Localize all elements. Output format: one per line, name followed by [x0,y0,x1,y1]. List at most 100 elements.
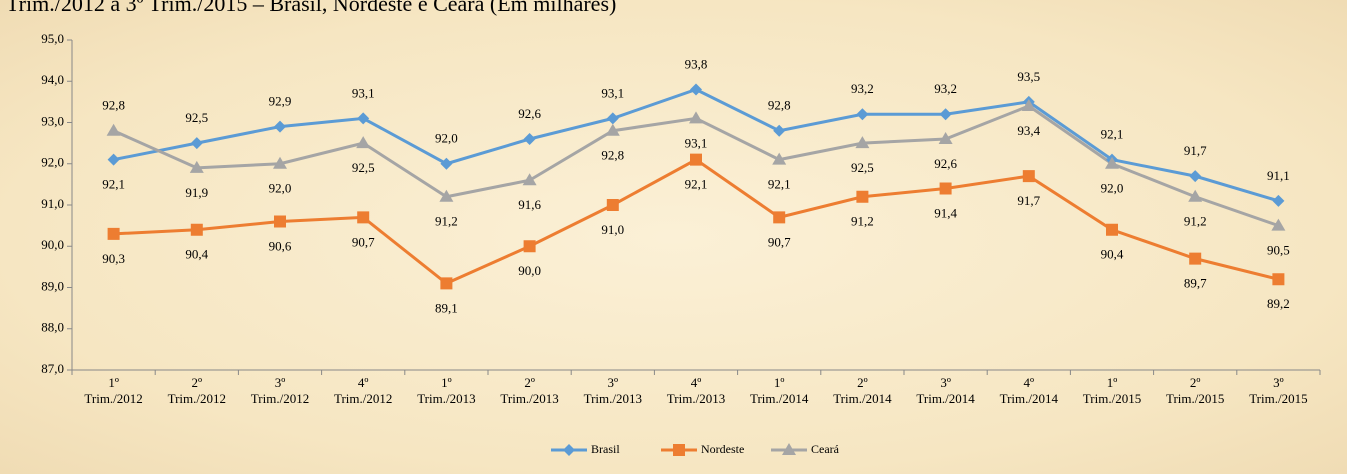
marker [605,123,620,136]
marker [606,112,619,125]
marker [107,227,120,240]
marker [690,83,702,96]
marker [357,211,370,224]
data-label: 91,0 [601,222,624,237]
data-label: 92,6 [518,106,541,121]
marker [523,133,536,145]
marker [107,153,120,166]
marker [673,444,685,456]
x-tick-label: Trim./2013 [500,391,558,406]
x-tick-label: 1º [1107,375,1118,390]
x-tick-label: 3º [275,375,286,390]
marker [1188,189,1203,202]
marker [939,108,952,121]
data-label: 92,0 [435,131,458,146]
data-label: 91,6 [518,197,541,212]
marker [689,111,703,124]
y-tick-label: 88,0 [41,320,64,335]
data-label: 91,9 [185,185,208,200]
x-tick-label: 4º [1024,375,1035,390]
marker [522,173,537,186]
data-label: 92,8 [768,98,791,113]
data-label: 93,2 [934,81,957,96]
marker [938,132,953,144]
data-label: 93,1 [601,85,624,100]
marker [1272,194,1285,207]
x-tick-label: 2º [857,375,868,390]
x-tick-label: 4º [691,375,702,390]
marker [190,223,203,236]
legend-item: Nordeste [661,442,744,456]
x-tick-label: 1º [441,375,452,390]
data-label: 93,1 [352,85,375,100]
x-tick-label: 3º [1273,375,1284,390]
x-tick-label: 1º [774,375,785,390]
data-label: 92,6 [934,156,957,171]
data-label: 92,1 [102,177,125,192]
data-label: 90,7 [768,234,791,249]
data-label: 90,0 [518,263,541,278]
x-tick-label: Trim./2014 [916,391,975,406]
data-label: 89,2 [1267,296,1290,311]
legend-label: Brasil [591,442,620,456]
marker [1022,170,1035,183]
marker [1021,99,1036,111]
marker [274,120,286,133]
marker [856,190,869,203]
marker [690,153,702,166]
x-tick-label: Trim./2013 [417,391,475,406]
data-label: 92,1 [685,177,708,192]
data-label: 91,2 [851,214,874,229]
data-label: 93,4 [1017,123,1040,138]
marker [773,211,786,224]
data-label: 91,4 [934,205,957,220]
y-tick-label: 95,0 [41,31,64,46]
data-label: 91,1 [1267,168,1290,183]
marker [563,444,575,456]
data-label: 92,8 [601,148,624,163]
marker [274,215,286,228]
legend-item: Ceará [771,442,840,456]
x-tick-label: Trim./2015 [1249,391,1307,406]
legend-label: Ceará [811,442,840,456]
marker [1106,223,1118,236]
data-label: 92,1 [1101,127,1124,142]
marker [440,157,453,170]
x-tick-label: Trim./2013 [584,391,642,406]
data-label: 93,5 [1017,69,1040,84]
data-label: 89,7 [1184,276,1207,291]
marker [606,199,619,211]
marker [440,277,453,290]
legend-item: Brasil [551,442,620,456]
x-tick-label: 3º [608,375,619,390]
x-tick-label: 4º [358,375,369,390]
x-tick-label: 2º [192,375,203,390]
data-label: 91,7 [1184,143,1207,158]
x-tick-label: Trim./2012 [251,391,309,406]
marker [356,136,371,149]
data-label: 92,8 [102,98,125,113]
x-tick-label: Trim./2015 [1166,391,1224,406]
x-tick-label: 2º [524,375,535,390]
marker [273,156,287,169]
series-line [112,104,1279,228]
x-tick-label: Trim./2012 [168,391,226,406]
marker [1271,218,1286,231]
y-tick-label: 90,0 [41,237,64,252]
data-label: 90,7 [352,234,375,249]
x-tick-label: Trim./2012 [84,391,142,406]
data-label: 93,1 [685,135,708,150]
x-tick-label: Trim./2014 [833,391,892,406]
data-label: 92,0 [269,181,292,196]
marker [772,152,787,165]
x-tick-label: Trim./2015 [1083,391,1141,406]
data-label: 90,4 [1101,247,1124,262]
marker [773,124,786,137]
data-label: 90,4 [185,247,208,262]
data-label: 89,1 [435,300,458,315]
data-label: 91,2 [435,214,458,229]
marker [1189,252,1202,265]
data-label: 92,5 [185,110,208,125]
marker [439,189,454,202]
data-label: 90,5 [1267,243,1290,258]
